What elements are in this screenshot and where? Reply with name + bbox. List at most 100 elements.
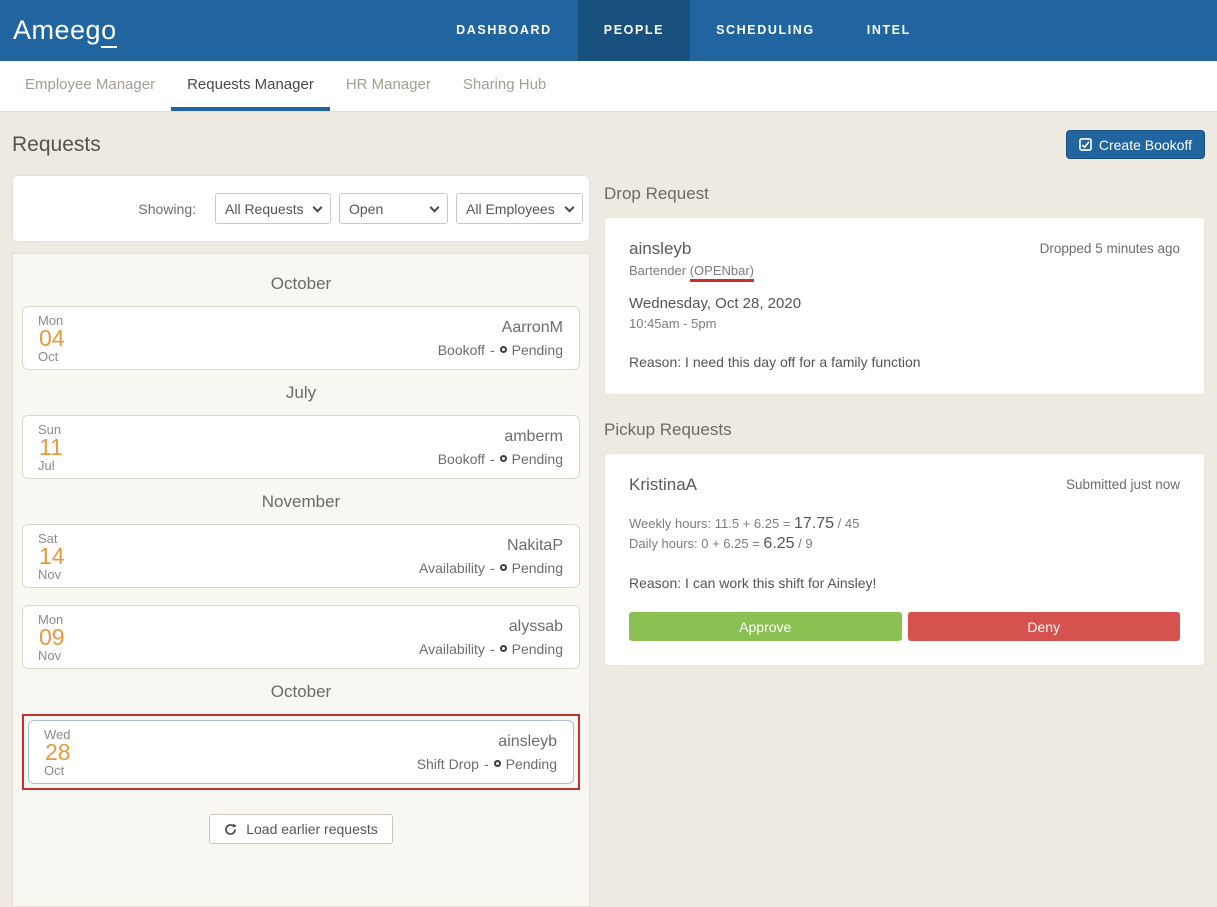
month-group-header: October xyxy=(270,274,332,293)
drop-shift-time: 10:45am - 5pm xyxy=(629,316,717,331)
request-date: Sun 11 Jul xyxy=(38,422,84,473)
request-status-line: Shift Drop - Pending xyxy=(417,756,557,772)
request-day-of-week: Mon xyxy=(38,611,64,627)
checked-checkbox-icon xyxy=(1079,138,1092,151)
separator-dash: - xyxy=(483,755,489,772)
create-bookoff-label: Create Bookoff xyxy=(1098,136,1192,153)
request-employee-name: NakitaP xyxy=(506,536,563,554)
role-label: Bartender xyxy=(629,263,690,278)
employee-select[interactable]: All Employees xyxy=(456,193,583,224)
pending-status-icon xyxy=(499,455,507,462)
tab-sharing-hub[interactable]: Sharing Hub xyxy=(462,76,547,93)
request-day-of-week: Mon xyxy=(38,312,64,328)
month-group-header: July xyxy=(285,383,317,402)
month-group-header: October xyxy=(270,682,332,701)
pickup-reason: Reason: I can work this shift for Ainsle… xyxy=(629,575,877,591)
request-month: Oct xyxy=(44,762,65,778)
request-date: Mon 09 Nov xyxy=(38,612,84,663)
drop-request-heading: Drop Request xyxy=(604,184,709,203)
drop-shift-date: Wednesday, Oct 28, 2020 xyxy=(629,295,802,312)
separator-dash: - xyxy=(489,341,495,358)
page-title: Requests xyxy=(12,132,101,156)
top-nav-dashboard[interactable]: DASHBOARD xyxy=(456,23,552,37)
load-earlier-requests-label: Load earlier requests xyxy=(246,821,378,837)
tab-requests-manager[interactable]: Requests Manager xyxy=(171,61,330,111)
request-type-select[interactable]: All Requests xyxy=(215,193,331,224)
brand-logo[interactable]: Ameego xyxy=(13,0,117,61)
request-status-label: Pending xyxy=(511,341,563,358)
sub-nav: Employee Manager Requests Manager HR Man… xyxy=(0,61,1217,112)
request-card-aarronm[interactable]: Mon 04 Oct AarronM Bookoff - Pending xyxy=(22,306,580,370)
separator-dash: - xyxy=(489,450,495,467)
request-day-number: 28 xyxy=(45,738,71,765)
request-type-label: Availability xyxy=(419,559,485,576)
request-month: Nov xyxy=(38,647,62,663)
request-day-of-week: Wed xyxy=(44,726,71,742)
create-bookoff-button[interactable]: Create Bookoff xyxy=(1065,130,1205,159)
brand-logo-underlined-o: o xyxy=(101,15,117,48)
status-select[interactable]: Open xyxy=(339,193,448,224)
request-month: Oct xyxy=(38,348,59,364)
daily-hours-limit: / 9 xyxy=(794,536,813,551)
top-nav-people[interactable]: PEOPLE xyxy=(577,0,691,61)
hours-summary: Weekly hours: 11.5 + 6.25 = 17.75 / 45 D… xyxy=(629,514,1180,554)
daily-hours-value: 6.25 xyxy=(763,535,795,552)
drop-employee-role: Bartender (OPENbar) xyxy=(629,263,754,282)
load-earlier-requests-button[interactable]: Load earlier requests xyxy=(209,814,393,844)
request-card-ainsleyb-selected[interactable]: Wed 28 Oct ainsleyb Shift Drop - Pending xyxy=(28,720,574,784)
pickup-employee-name: KristinaA xyxy=(629,475,698,494)
weekly-hours-label: Weekly hours: 11.5 + 6.25 = xyxy=(629,516,795,531)
filter-bar: Showing: All Requests Open All Employees xyxy=(12,175,590,242)
request-status-label: Pending xyxy=(511,559,563,576)
pickup-timestamp: Submitted just now xyxy=(1065,477,1180,492)
weekly-hours-value: 17.75 xyxy=(794,515,835,532)
selected-request-highlight: Wed 28 Oct ainsleyb Shift Drop - Pending xyxy=(22,714,580,790)
top-nav-intel[interactable]: INTEL xyxy=(866,23,911,37)
request-date: Sat 14 Nov xyxy=(38,531,84,582)
approve-button[interactable]: Approve xyxy=(629,612,902,641)
request-month: Nov xyxy=(38,566,62,582)
request-status-line: Availability - Pending xyxy=(419,560,563,576)
location-highlighted: (OPENbar) xyxy=(689,263,754,282)
request-day-of-week: Sun xyxy=(38,421,62,437)
request-card-alyssab[interactable]: Mon 09 Nov alyssab Availability - Pendin… xyxy=(22,605,580,669)
request-day-of-week: Sat xyxy=(38,530,58,546)
tab-employee-manager[interactable]: Employee Manager xyxy=(25,76,156,93)
tab-hr-manager[interactable]: HR Manager xyxy=(345,76,431,93)
request-status-line: Bookoff - Pending xyxy=(438,451,563,467)
request-day-number: 14 xyxy=(39,542,65,569)
drop-employee-name: ainsleyb xyxy=(629,239,692,258)
pickup-requests-heading: Pickup Requests xyxy=(604,420,732,439)
weekly-hours-line: Weekly hours: 11.5 + 6.25 = 17.75 / 45 xyxy=(629,514,1180,534)
separator-dash: - xyxy=(489,640,495,657)
pending-status-icon xyxy=(499,564,507,571)
request-date: Wed 28 Oct xyxy=(44,727,90,778)
drop-reason: Reason: I need this day off for a family… xyxy=(629,354,921,370)
request-employee-name: amberm xyxy=(504,427,563,445)
request-type-label: Availability xyxy=(419,640,485,657)
request-card-amberm[interactable]: Sun 11 Jul amberm Bookoff - Pending xyxy=(22,415,580,479)
top-nav-scheduling[interactable]: SCHEDULING xyxy=(716,23,815,37)
request-month: Jul xyxy=(38,457,55,473)
request-status-label: Pending xyxy=(511,640,563,657)
requests-list-panel: October Mon 04 Oct AarronM Bookoff - Pen xyxy=(12,253,590,907)
request-type-label: Shift Drop xyxy=(416,755,479,772)
request-employee-name: alyssab xyxy=(508,617,563,635)
pending-status-icon xyxy=(499,645,507,652)
separator-dash: - xyxy=(489,559,495,576)
deny-button[interactable]: Deny xyxy=(907,612,1180,641)
app-header: Ameego DASHBOARD PEOPLE SCHEDULING INTEL xyxy=(0,0,1217,61)
daily-hours-line: Daily hours: 0 + 6.25 = 6.25 / 9 xyxy=(629,534,1180,554)
pickup-request-card: KristinaA Submitted just now Weekly hour… xyxy=(604,453,1205,666)
refresh-icon xyxy=(224,823,237,836)
page-header: Requests Create Bookoff xyxy=(12,112,1205,169)
request-type-label: Bookoff xyxy=(437,341,485,358)
request-card-nakitap[interactable]: Sat 14 Nov NakitaP Availability - Pendin… xyxy=(22,524,580,588)
daily-hours-label: Daily hours: 0 + 6.25 = xyxy=(629,536,764,551)
drop-request-card: ainsleyb Bartender (OPENbar) Dropped 5 m… xyxy=(604,217,1205,395)
request-date: Mon 04 Oct xyxy=(38,313,84,364)
pending-status-icon xyxy=(493,760,501,767)
brand-logo-text: Ameeg xyxy=(13,15,102,45)
showing-label: Showing: xyxy=(138,200,196,217)
request-status-line: Bookoff - Pending xyxy=(438,342,563,358)
